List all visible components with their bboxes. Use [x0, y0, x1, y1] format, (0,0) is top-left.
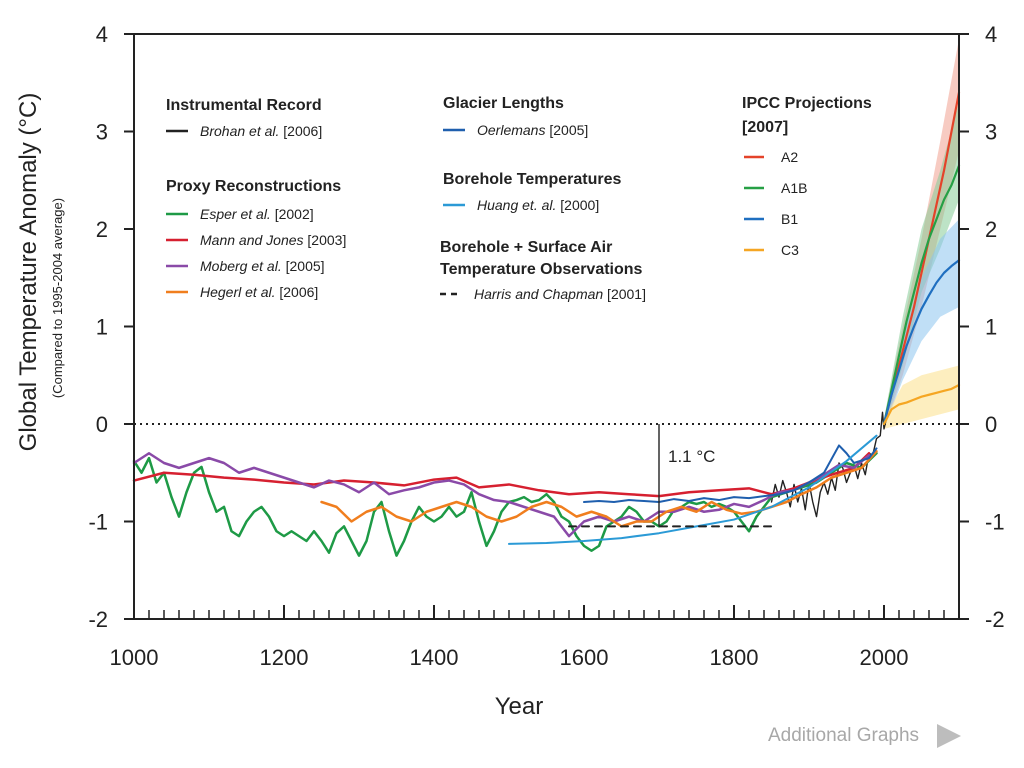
legend-entry: Mann and Jones [2003] — [200, 232, 346, 248]
series-huang-et-al-2000- — [508, 434, 878, 545]
legend: Instrumental Record Brohan et al. [2006] P… — [166, 95, 872, 302]
legend-entry: A1B — [781, 180, 807, 196]
legend-entry: Moberg et al. [2005] — [200, 258, 325, 274]
legend-heading: IPCC Projections — [742, 95, 872, 112]
x-tick-label: 1000 — [110, 645, 159, 670]
legend-entry: C3 — [781, 242, 799, 258]
legend-entry: B1 — [781, 211, 798, 227]
temperature-difference-annotation: 1.1 °C — [658, 424, 715, 527]
legend-heading: Borehole Temperatures — [443, 171, 622, 188]
y-tick-label-left: -1 — [88, 510, 108, 535]
y-tick-label-left: 0 — [96, 412, 108, 437]
legend-entry: Esper et al. [2002] — [200, 206, 314, 222]
x-axis-title: Year — [495, 693, 544, 720]
additional-graphs-link[interactable]: Additional Graphs — [768, 722, 962, 750]
y-axis-subtitle: (Compared to 1995-2004 average) — [50, 198, 65, 398]
annotation-label: 1.1 °C — [668, 447, 715, 466]
legend-heading: Proxy Reconstructions — [166, 178, 341, 195]
x-tick-label: 1200 — [260, 645, 309, 670]
y-tick-label-left: -2 — [88, 607, 108, 632]
play-arrow-icon — [937, 724, 962, 748]
series-hegerl-et-al-2006- — [320, 450, 878, 528]
legend-heading: Glacier Lengths — [443, 95, 564, 112]
y-axis-title: Global Temperature Anomaly (°C) — [15, 93, 42, 452]
y-tick-label-left: 4 — [96, 22, 108, 47]
y-tick-label-right: -1 — [985, 510, 1005, 535]
series-oerlemans-2005- — [583, 444, 878, 503]
series-esper-et-al-2002- — [132, 452, 878, 557]
series-mann-and-jones-2003- — [132, 452, 871, 498]
data-series — [132, 91, 961, 557]
band-b1 — [884, 219, 959, 429]
legend-entry: Brohan et al. [2006] — [200, 123, 322, 139]
y-tick-label-right: 3 — [985, 120, 997, 145]
y-tick-label-right: 4 — [985, 22, 997, 47]
additional-graphs-label: Additional Graphs — [768, 725, 920, 746]
y-tick-label-left: 2 — [96, 217, 108, 242]
legend-entry: A2 — [781, 149, 798, 165]
series-b1 — [882, 259, 961, 426]
series-c3 — [882, 383, 961, 426]
x-tick-label: 1800 — [710, 645, 759, 670]
x-tick-label: 1400 — [410, 645, 459, 670]
y-tick-label-right: -2 — [985, 607, 1005, 632]
legend-entry: Hegerl et al. [2006] — [200, 284, 318, 300]
legend-heading: Temperature Observations — [440, 261, 643, 278]
y-tick-label-right: 2 — [985, 217, 997, 242]
legend-entry: Oerlemans [2005] — [477, 122, 588, 138]
legend-heading: [2007] — [742, 119, 788, 136]
y-tick-label-right: 1 — [985, 315, 997, 340]
legend-heading: Borehole + Surface Air — [440, 239, 612, 256]
y-tick-label-left: 1 — [96, 315, 108, 340]
legend-entry: Harris and Chapman [2001] — [474, 286, 646, 302]
x-tick-label: 2000 — [860, 645, 909, 670]
series-moberg-et-al-2005- — [132, 452, 871, 538]
y-tick-label-left: 3 — [96, 120, 108, 145]
y-tick-label-right: 0 — [985, 412, 997, 437]
legend-entry: Huang et. al. [2000] — [477, 197, 599, 213]
series-a1b — [882, 164, 961, 426]
x-tick-label: 1600 — [560, 645, 609, 670]
legend-heading: Instrumental Record — [166, 97, 322, 114]
